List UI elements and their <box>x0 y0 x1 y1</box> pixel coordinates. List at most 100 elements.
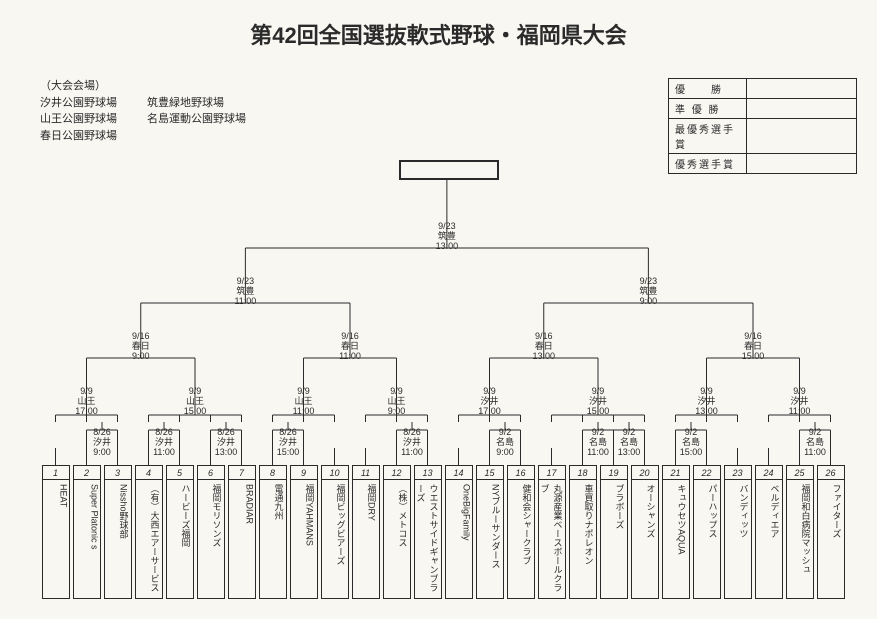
team-name: キュウセツAQUA <box>662 479 690 599</box>
match-label: 9/2名島15:00 <box>680 428 703 458</box>
venue-item: 春日公園野球場 <box>40 128 117 145</box>
team-slot: 24ベルディエア <box>753 465 784 599</box>
team-number: 19 <box>600 465 628 479</box>
team-slot: 26ファイターズ <box>815 465 846 599</box>
team-name: 電通九州 <box>259 479 287 599</box>
match-label: 9/9汐井13:00 <box>695 387 718 417</box>
match-label: 9/16春日15:00 <box>742 332 765 362</box>
team-slot: 21キュウセツAQUA <box>660 465 691 599</box>
team-slot: 10福岡ビッグビアーズ <box>319 465 350 599</box>
team-number: 23 <box>724 465 752 479</box>
match-label: 9/9汐井17:00 <box>478 387 501 417</box>
team-name: HEAT <box>42 479 70 599</box>
venues-block: （大会会場） 汐井公園野球場 山王公園野球場 春日公園野球場 筑豊緑地野球場 名… <box>40 78 246 144</box>
match-label: 8/26汐井11:00 <box>153 428 175 458</box>
team-slot: 20オーシャンズ <box>629 465 660 599</box>
bracket: 8/26汐井9:00 8/26汐井11:00 8/26汐井13:00 8/26汐井15… <box>40 160 857 599</box>
match-label: 9/23筑豊11:00 <box>234 277 256 307</box>
team-name: ウエストサイドギャンブラーズ <box>414 479 442 599</box>
team-slot: 15NYブルーサンダース <box>474 465 505 599</box>
team-name: 福岡YAHMANS <box>290 479 318 599</box>
team-slot: 7BRADIAR <box>226 465 257 599</box>
team-slot: 16健和会シャークラブ <box>505 465 536 599</box>
match-label: 9/9山王17:00 <box>75 387 98 417</box>
team-name: （株）メトコス <box>383 479 411 599</box>
team-number: 1 <box>42 465 70 479</box>
match-label: 9/9汐井11:00 <box>789 387 811 417</box>
team-name: ハービーズ福岡 <box>166 479 194 599</box>
team-number: 3 <box>104 465 132 479</box>
team-slot: 11福岡DRY <box>350 465 381 599</box>
team-name: オーシャンズ <box>631 479 659 599</box>
team-name: 福岡DRY <box>352 479 380 599</box>
team-name: 福岡和白病院マッシュ <box>786 479 814 599</box>
team-number: 5 <box>166 465 194 479</box>
team-name: 福岡モリソンズ <box>197 479 225 599</box>
team-number: 7 <box>228 465 256 479</box>
team-slot: 14OneBigFamily <box>443 465 474 599</box>
match-label: 8/26汐井15:00 <box>277 428 300 458</box>
team-slot: 22パーハップス <box>691 465 722 599</box>
venue-item: 筑豊緑地野球場 <box>147 95 246 112</box>
match-label: 9/9山王9:00 <box>387 387 405 417</box>
page-title: 第42回全国選抜軟式野球・福岡県大会 <box>0 0 877 50</box>
match-label: 9/2名島11:00 <box>804 428 826 458</box>
match-label: 8/26汐井13:00 <box>215 428 238 458</box>
team-name: ファイターズ <box>817 479 845 599</box>
team-number: 6 <box>197 465 225 479</box>
team-number: 4 <box>135 465 163 479</box>
team-number: 13 <box>414 465 442 479</box>
team-number: 24 <box>755 465 783 479</box>
team-slot: 18車買取りナポレオン <box>567 465 598 599</box>
team-name: ベルディエア <box>755 479 783 599</box>
team-slot: 2Super Platonic s <box>71 465 102 599</box>
team-number: 2 <box>73 465 101 479</box>
team-slot: 5ハービーズ福岡 <box>164 465 195 599</box>
team-name: Nissho野球部 <box>104 479 132 599</box>
team-name: BRADIAR <box>228 479 256 599</box>
team-slot: 8電通九州 <box>257 465 288 599</box>
team-name: （有）大西エアーサービス <box>135 479 163 599</box>
award-label: 準 優 勝 <box>669 99 747 119</box>
team-number: 16 <box>507 465 535 479</box>
team-name: パーハップス <box>693 479 721 599</box>
match-label: 9/23筑豊13:00 <box>436 222 459 252</box>
team-number: 10 <box>321 465 349 479</box>
team-name: バンディッツ <box>724 479 752 599</box>
venue-item: 名島運動公園野球場 <box>147 111 246 128</box>
team-name: 丸源産業ベースボールクラブ <box>538 479 566 599</box>
team-slot: 23バンディッツ <box>722 465 753 599</box>
team-slot: 19ブラボーズ <box>598 465 629 599</box>
match-label: 9/9山王15:00 <box>184 387 207 417</box>
team-slot: 9福岡YAHMANS <box>288 465 319 599</box>
team-number: 25 <box>786 465 814 479</box>
team-name: OneBigFamily <box>445 479 473 599</box>
team-number: 21 <box>662 465 690 479</box>
team-slot: 17丸源産業ベースボールクラブ <box>536 465 567 599</box>
venue-item: 汐井公園野球場 <box>40 95 117 112</box>
team-slot: 3Nissho野球部 <box>102 465 133 599</box>
match-label: 8/26汐井9:00 <box>93 428 111 458</box>
match-label: 9/16春日11:00 <box>339 332 361 362</box>
team-number: 9 <box>290 465 318 479</box>
award-label: 最優秀選手賞 <box>669 119 747 154</box>
venues-header: （大会会場） <box>40 78 246 95</box>
team-name: ブラボーズ <box>600 479 628 599</box>
team-slot: 13ウエストサイドギャンブラーズ <box>412 465 443 599</box>
teams-row: 1HEAT2Super Platonic s3Nissho野球部4（有）大西エア… <box>40 465 846 599</box>
team-number: 22 <box>693 465 721 479</box>
team-slot: 6福岡モリソンズ <box>195 465 226 599</box>
team-slot: 1HEAT <box>40 465 71 599</box>
team-name: 健和会シャークラブ <box>507 479 535 599</box>
match-label: 9/2名島13:00 <box>618 428 641 458</box>
team-name: 車買取りナポレオン <box>569 479 597 599</box>
match-label: 9/9汐井15:00 <box>587 387 610 417</box>
team-number: 11 <box>352 465 380 479</box>
team-number: 20 <box>631 465 659 479</box>
team-slot: 12（株）メトコス <box>381 465 412 599</box>
award-value <box>747 79 857 99</box>
award-label: 優 勝 <box>669 79 747 99</box>
team-number: 18 <box>569 465 597 479</box>
match-label: 8/26汐井11:00 <box>401 428 423 458</box>
match-label: 9/23筑豊9:00 <box>639 277 657 307</box>
